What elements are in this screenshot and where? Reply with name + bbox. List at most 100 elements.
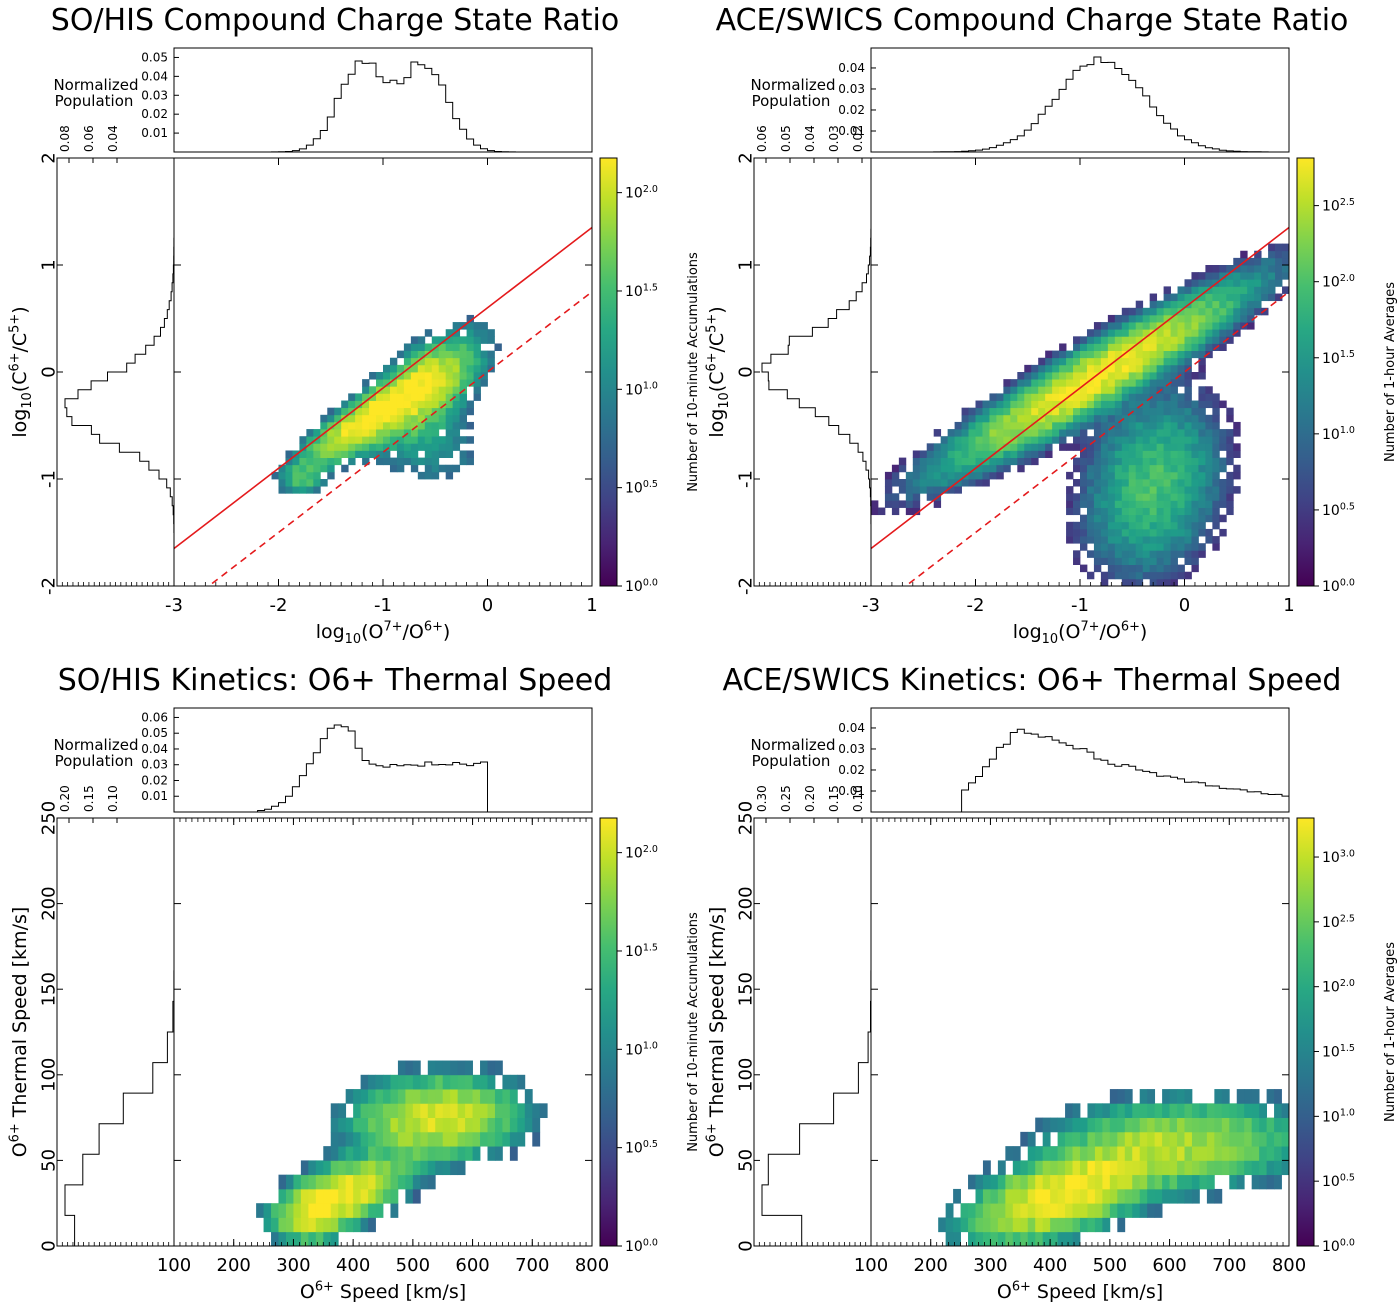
heatmap-bin bbox=[502, 1089, 510, 1104]
colorbar-tick-label-part: 10 bbox=[1322, 427, 1340, 443]
heatmap-bin bbox=[398, 1118, 406, 1133]
heatmap-bin bbox=[1024, 386, 1031, 394]
x-axis-label-part: O bbox=[300, 1281, 315, 1303]
population-label: Population bbox=[55, 92, 134, 110]
heatmap-bin bbox=[1058, 1232, 1066, 1247]
heatmap-bin bbox=[446, 351, 453, 359]
x-tick-label: 500 bbox=[396, 1255, 430, 1276]
heatmap-bin bbox=[458, 1075, 466, 1090]
heatmap-bin bbox=[362, 429, 369, 437]
heatmap-bin bbox=[998, 1189, 1006, 1204]
heatmap-bin bbox=[376, 1089, 384, 1104]
colorbar-tick-label-part: 10 bbox=[1322, 503, 1340, 519]
heatmap-bin bbox=[1129, 550, 1136, 558]
heatmap-bin bbox=[1101, 408, 1108, 416]
x-axis-label-part: /O bbox=[1100, 621, 1121, 643]
heatmap-bin bbox=[525, 1089, 533, 1104]
heatmap-bin bbox=[955, 472, 962, 480]
colorbar-tick-label: 102.0 bbox=[1322, 978, 1355, 996]
heatmap-bin bbox=[355, 422, 362, 430]
colorbar bbox=[1297, 158, 1314, 586]
heatmap-bin bbox=[1132, 1132, 1140, 1147]
heatmap-bin bbox=[1219, 315, 1226, 323]
heatmap-bin bbox=[913, 500, 920, 508]
heatmap-bin bbox=[1115, 536, 1122, 544]
heatmap-bin bbox=[1275, 279, 1282, 287]
panel-title: SO/HIS Compound Charge State Ratio bbox=[51, 3, 619, 38]
x-axis-label-part: 10 bbox=[345, 632, 361, 647]
heatmap-bin bbox=[1252, 1132, 1260, 1147]
heatmap-bin bbox=[998, 1175, 1006, 1190]
heatmap-bin bbox=[1274, 1160, 1282, 1175]
heatmap-bin bbox=[1080, 415, 1087, 423]
colorbar-tick-label-part: 10 bbox=[625, 382, 643, 398]
heatmap-bin bbox=[369, 436, 376, 444]
heatmap-bin bbox=[1199, 1160, 1207, 1175]
heatmap-bin bbox=[443, 1146, 451, 1161]
heatmap-bin bbox=[418, 472, 425, 480]
colorbar bbox=[600, 158, 617, 586]
heatmap-bin bbox=[1129, 486, 1136, 494]
heatmap-bin bbox=[443, 1118, 451, 1133]
heatmap-bin bbox=[1214, 1189, 1222, 1204]
heatmap-bin bbox=[1094, 343, 1101, 351]
heatmap-bin bbox=[425, 372, 432, 380]
heatmap-bin bbox=[517, 1132, 525, 1147]
heatmap-bin bbox=[320, 450, 327, 458]
heatmap-bin bbox=[1087, 1160, 1095, 1175]
heatmap-bin bbox=[404, 408, 411, 416]
heatmap-bin bbox=[331, 1189, 339, 1204]
heatmap-bin bbox=[1059, 343, 1066, 351]
heatmap-bin bbox=[404, 343, 411, 351]
heatmap-bin bbox=[517, 1103, 525, 1118]
heatmap-bin bbox=[1125, 1160, 1133, 1175]
heatmap-bin bbox=[1080, 465, 1087, 473]
heatmap-bin bbox=[1117, 1132, 1125, 1147]
heatmap-bin bbox=[383, 429, 390, 437]
heatmap-bin bbox=[1065, 1160, 1073, 1175]
heatmap-bin bbox=[1101, 529, 1108, 537]
heatmap-bin bbox=[1024, 372, 1031, 380]
heatmap-bin bbox=[1191, 536, 1198, 544]
heatmap-bin bbox=[989, 422, 996, 430]
heatmap-bin bbox=[1157, 565, 1164, 573]
heatmap-bin bbox=[1226, 336, 1233, 344]
colorbar-tick-label-part: 3.0 bbox=[1340, 848, 1355, 859]
heatmap-bin bbox=[1101, 543, 1108, 551]
heatmap-bin bbox=[1010, 450, 1017, 458]
heatmap-bin bbox=[369, 422, 376, 430]
heatmap-bin bbox=[368, 1089, 376, 1104]
heatmap-bin bbox=[1191, 550, 1198, 558]
heatmap-bin bbox=[1024, 450, 1031, 458]
heatmap-bin bbox=[443, 1132, 451, 1147]
x-tick-label: 600 bbox=[1152, 1255, 1186, 1276]
heatmap-bin bbox=[348, 436, 355, 444]
heatmap-bin bbox=[425, 386, 432, 394]
heatmap-bin bbox=[1252, 1146, 1260, 1161]
heatmap-bin bbox=[1147, 1175, 1155, 1190]
heatmap-bin bbox=[428, 1075, 436, 1090]
heatmap-bin bbox=[934, 472, 941, 480]
heatmap-bin bbox=[264, 1217, 272, 1232]
heatmap-bin bbox=[525, 1118, 533, 1133]
heatmap-bin bbox=[1178, 522, 1185, 530]
heatmap-bin bbox=[1058, 1146, 1066, 1161]
heatmap-bin bbox=[465, 1089, 473, 1104]
heatmap-bin bbox=[1038, 450, 1045, 458]
heatmap-bin bbox=[1115, 508, 1122, 516]
heatmap-bin bbox=[474, 322, 481, 330]
heatmap-bin bbox=[1170, 1103, 1178, 1118]
heatmap-bin bbox=[439, 422, 446, 430]
heatmap-bin bbox=[285, 486, 292, 494]
heatmap-bin bbox=[425, 450, 432, 458]
heatmap-bin bbox=[934, 479, 941, 487]
heatmap-bin bbox=[1150, 372, 1157, 380]
heatmap-bin bbox=[458, 1132, 466, 1147]
heatmap-bin bbox=[976, 443, 983, 451]
heatmap-bin bbox=[425, 472, 432, 480]
colorbar-tick-label: 102.0 bbox=[625, 184, 658, 202]
heatmap-bin bbox=[885, 479, 892, 487]
heatmap-bin bbox=[1178, 565, 1185, 573]
heatmap-bin bbox=[1247, 265, 1254, 273]
heatmap-bin bbox=[1164, 472, 1171, 480]
